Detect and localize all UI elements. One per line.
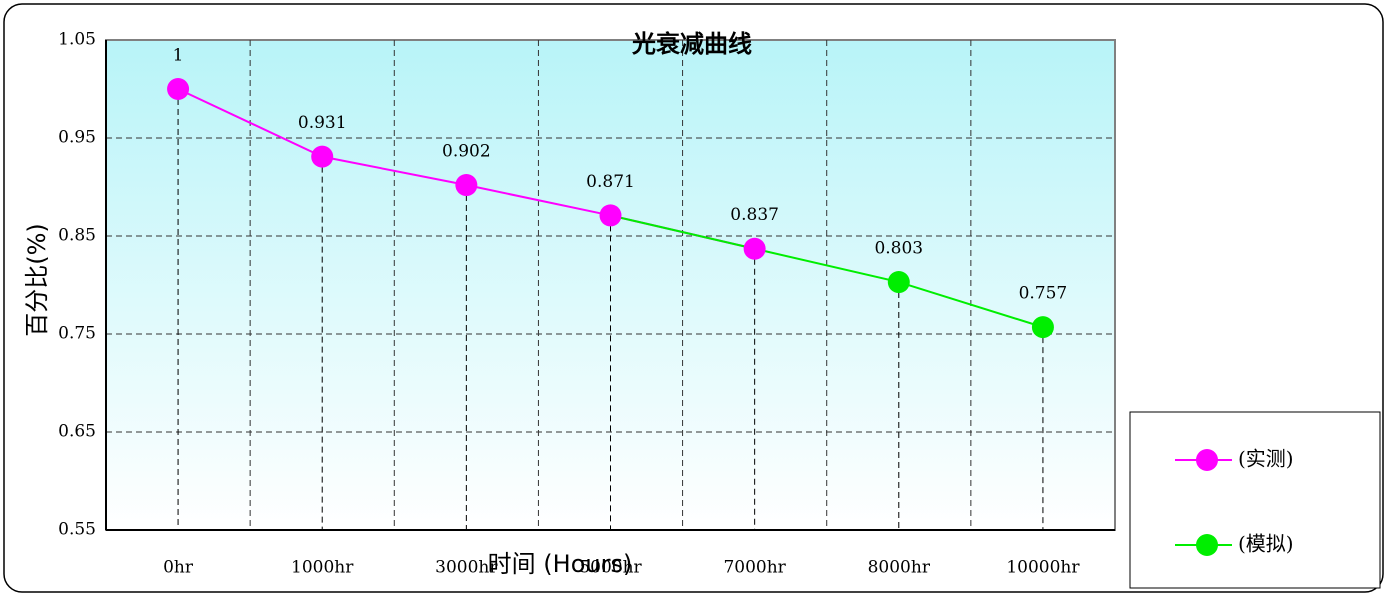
y-tick-label: 0.85 (58, 226, 96, 246)
legend-label: (实测) (1238, 447, 1294, 471)
y-tick-label: 0.65 (58, 422, 96, 442)
marker (599, 204, 622, 227)
data-label: 0.931 (298, 113, 347, 133)
y-tick-label: 0.95 (58, 128, 96, 148)
data-label: 0.902 (442, 142, 491, 162)
marker (743, 237, 766, 260)
legend-marker (1196, 449, 1218, 471)
data-label: 0.757 (1019, 284, 1068, 304)
data-label: 0.803 (874, 239, 923, 259)
x-axis-title: 时间 (Hours) (488, 550, 633, 578)
marker (1031, 316, 1054, 339)
data-label: 0.871 (586, 172, 635, 192)
series-line (610, 214, 1044, 329)
legend (1129, 411, 1381, 589)
x-tick-label: 0hr (163, 558, 194, 578)
marker (311, 145, 334, 168)
legend-label: (模拟) (1238, 532, 1294, 556)
marker (167, 78, 190, 100)
x-tick-label: 3000hr (435, 558, 498, 578)
y-tick-label: 0.75 (58, 324, 96, 344)
x-tick-label: 10000hr (1006, 558, 1080, 578)
x-tick-label: 8000hr (868, 558, 931, 578)
y-axis-title: 百分比(%) (23, 223, 51, 337)
marker (455, 174, 478, 197)
legend-marker (1196, 534, 1218, 556)
y-tick-label: 1.05 (58, 30, 96, 50)
marker (887, 271, 910, 294)
x-tick-label: 5000hr (579, 558, 642, 578)
data-label: 0.837 (730, 205, 779, 225)
y-tick-label: 0.55 (58, 520, 96, 540)
chart-title: 光衰减曲线 (631, 30, 752, 58)
data-label: 1 (173, 46, 184, 66)
x-tick-label: 7000hr (723, 558, 786, 578)
x-tick-label: 1000hr (291, 558, 354, 578)
